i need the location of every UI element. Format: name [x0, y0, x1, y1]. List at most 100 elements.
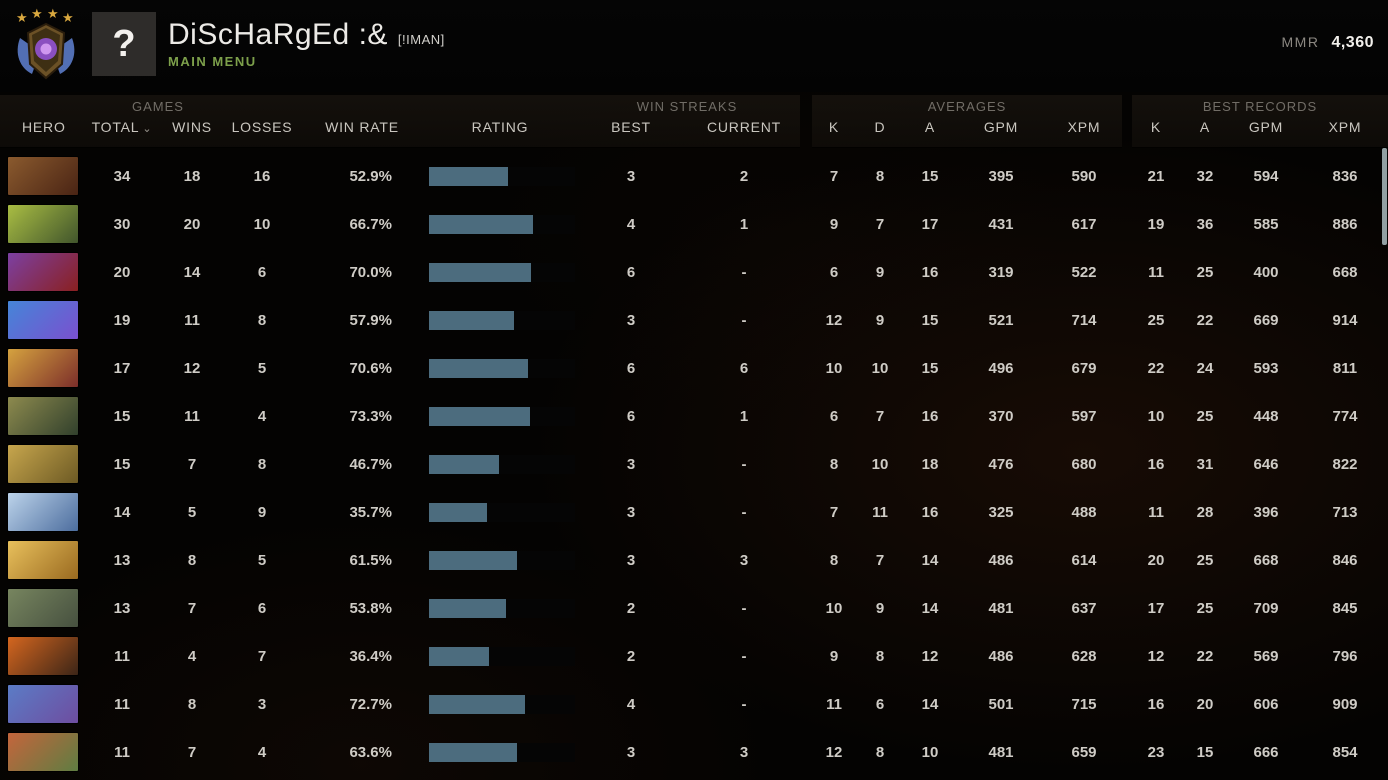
hero-row[interactable]: 11 4 7 36.4% 2 - 9 8 12 486 628 12 22 56…	[0, 632, 1388, 680]
avg-kills-value: 8	[829, 455, 839, 473]
current-streak-value: -	[741, 647, 747, 665]
hero-row[interactable]: 13 8 5 61.5% 3 3 8 7 14 486 614 20 25 66…	[0, 536, 1388, 584]
hero-row[interactable]: 19 11 8 57.9% 3 - 12 9 15 521 714 25 22 …	[0, 296, 1388, 344]
avg-kills-value: 8	[829, 551, 839, 569]
col-header-losses[interactable]: LOSSES	[231, 119, 293, 135]
total-games-value: 34	[113, 167, 131, 185]
avg-xpm-value: 659	[1071, 743, 1097, 761]
win-rate-value: 57.9%	[349, 311, 392, 329]
hero-row[interactable]: 11 8 3 72.7% 4 - 11 6 14 501 715 16 20 6…	[0, 680, 1388, 728]
current-streak-value: 1	[739, 215, 749, 233]
hero-portrait-earthshaker[interactable]	[8, 157, 78, 195]
losses-value: 4	[257, 407, 267, 425]
col-header-hero[interactable]: HERO	[22, 119, 66, 135]
mmr-value: 4,360	[1331, 34, 1374, 51]
losses-value: 9	[257, 503, 267, 521]
hero-row[interactable]: 13 7 6 53.8% 2 - 10 9 14 481 637 17 25 7…	[0, 584, 1388, 632]
rating-bar-fill	[429, 742, 517, 762]
col-header-wins[interactable]: WINS	[172, 119, 212, 135]
win-rate-value: 35.7%	[349, 503, 392, 521]
rating-bar	[429, 694, 575, 714]
hero-row[interactable]: 14 5 9 35.7% 3 - 7 11 16 325 488 11 28 3…	[0, 488, 1388, 536]
col-header-best[interactable]: BEST	[611, 119, 651, 135]
hero-row[interactable]: 15 7 8 46.7% 3 - 8 10 18 476 680 16 31 6…	[0, 440, 1388, 488]
wins-value: 7	[187, 743, 197, 761]
player-avatar[interactable]: ?	[92, 12, 156, 76]
col-header-rec-xpm[interactable]: XPM	[1328, 119, 1362, 135]
col-header-total[interactable]: TOTAL ⌄	[91, 119, 153, 135]
best-gpm-value: 585	[1253, 215, 1279, 233]
best-kills-value: 20	[1147, 551, 1165, 569]
hero-row[interactable]: 17 12 5 70.6% 6 6 10 10 15 496 679 22 24…	[0, 344, 1388, 392]
best-xpm-value: 836	[1332, 167, 1358, 185]
hero-portrait-tiny[interactable]	[8, 589, 78, 627]
best-xpm-value: 822	[1332, 455, 1358, 473]
hero-portrait-dawnbreaker[interactable]	[8, 541, 78, 579]
best-assists-value: 25	[1196, 599, 1214, 617]
col-header-rating[interactable]: RATING	[471, 119, 529, 135]
rating-bar-fill	[429, 358, 529, 378]
best-assists-value: 36	[1196, 215, 1214, 233]
best-xpm-value: 846	[1332, 551, 1358, 569]
avg-xpm-value: 680	[1071, 455, 1097, 473]
best-streak-value: 4	[626, 695, 636, 713]
best-gpm-value: 594	[1253, 167, 1279, 185]
avg-deaths-value: 9	[875, 311, 885, 329]
col-header-avg-xpm[interactable]: XPM	[1067, 119, 1101, 135]
rating-bar-fill	[429, 214, 533, 234]
avg-gpm-value: 370	[988, 407, 1014, 425]
avg-assists-value: 15	[921, 167, 939, 185]
best-streak-value: 3	[626, 551, 636, 569]
rating-bar	[429, 310, 575, 330]
hero-row[interactable]: 20 14 6 70.0% 6 - 6 9 16 319 522 11 25 4…	[0, 248, 1388, 296]
best-gpm-value: 666	[1253, 743, 1279, 761]
hero-portrait-windranger[interactable]	[8, 733, 78, 771]
hero-row[interactable]: 34 18 16 52.9% 3 2 7 8 15 395 590 21 32 …	[0, 152, 1388, 200]
best-gpm-value: 606	[1253, 695, 1279, 713]
best-kills-value: 23	[1147, 743, 1165, 761]
best-streak-value: 6	[626, 263, 636, 281]
avg-kills-value: 10	[825, 599, 843, 617]
col-header-rec-a[interactable]: A	[1199, 119, 1211, 135]
avg-assists-value: 16	[921, 407, 939, 425]
avg-xpm-value: 679	[1071, 359, 1097, 377]
hero-portrait-sand-king[interactable]	[8, 445, 78, 483]
wins-value: 8	[187, 695, 197, 713]
hero-portrait-crystal-maiden[interactable]	[8, 493, 78, 531]
hero-row[interactable]: 15 11 4 73.3% 6 1 6 7 16 370 597 10 25 4…	[0, 392, 1388, 440]
hero-row[interactable]: 11 7 4 63.6% 3 3 12 8 10 481 659 23 15 6…	[0, 728, 1388, 776]
hero-stats-table: 34 18 16 52.9% 3 2 7 8 15 395 590 21 32 …	[0, 152, 1388, 776]
hero-portrait-lion[interactable]	[8, 253, 78, 291]
col-header-avg-gpm[interactable]: GPM	[983, 119, 1019, 135]
total-games-value: 30	[113, 215, 131, 233]
main-menu-link[interactable]: MAIN MENU	[168, 54, 257, 69]
win-rate-value: 66.7%	[349, 215, 392, 233]
hero-portrait-weaver[interactable]	[8, 397, 78, 435]
total-games-value: 13	[113, 551, 131, 569]
best-xpm-value: 886	[1332, 215, 1358, 233]
avg-gpm-value: 395	[988, 167, 1014, 185]
col-header-rec-k[interactable]: K	[1150, 119, 1162, 135]
col-header-avg-d[interactable]: D	[874, 119, 886, 135]
best-assists-value: 22	[1196, 647, 1214, 665]
hero-portrait-shadow-shaman[interactable]	[8, 637, 78, 675]
scrollbar-thumb[interactable]	[1382, 148, 1387, 245]
avg-assists-value: 14	[921, 599, 939, 617]
best-streak-value: 6	[626, 407, 636, 425]
avg-assists-value: 14	[921, 695, 939, 713]
hero-portrait-legion-commander[interactable]	[8, 349, 78, 387]
avg-deaths-value: 7	[875, 551, 885, 569]
col-header-avg-a[interactable]: A	[924, 119, 936, 135]
rating-bar	[429, 742, 575, 762]
hero-portrait-slardar[interactable]	[8, 685, 78, 723]
hero-portrait-puck[interactable]	[8, 301, 78, 339]
col-header-current[interactable]: CURRENT	[706, 119, 782, 135]
col-header-rec-gpm[interactable]: GPM	[1248, 119, 1284, 135]
col-header-avg-k[interactable]: K	[828, 119, 840, 135]
col-header-win-rate[interactable]: WIN RATE	[325, 119, 399, 135]
wins-value: 12	[183, 359, 201, 377]
hero-row[interactable]: 30 20 10 66.7% 4 1 9 7 17 431 617 19 36 …	[0, 200, 1388, 248]
avg-xpm-value: 637	[1071, 599, 1097, 617]
hero-portrait-hoodwink[interactable]	[8, 205, 78, 243]
rank-medal-icon: ★ ★ ★ ★	[16, 8, 75, 80]
